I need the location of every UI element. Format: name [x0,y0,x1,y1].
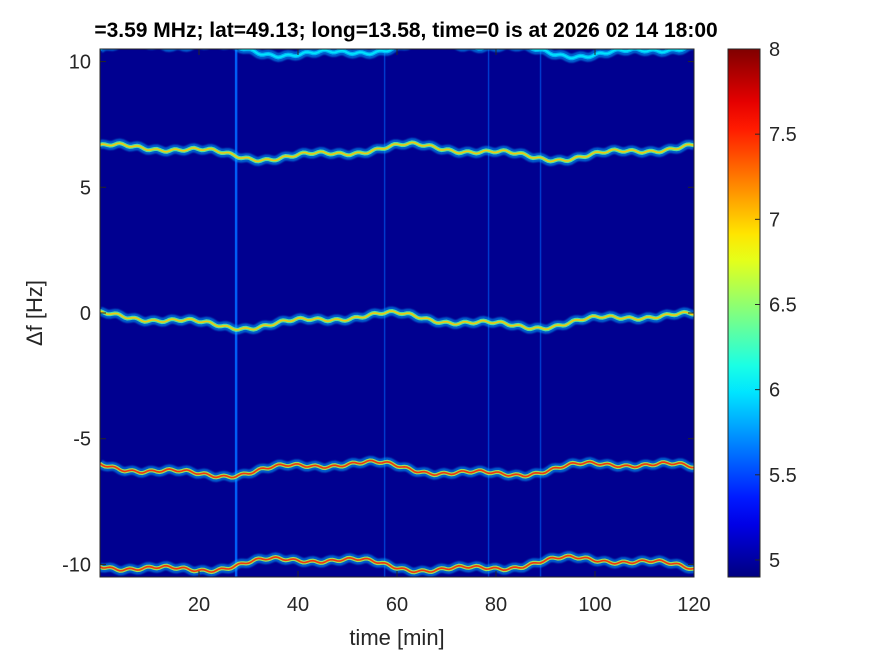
y-tick-label: 0 [80,303,91,325]
colorbar: 5 5.5 6 6.5 7 7.5 8 [727,39,797,578]
y-tick-label: 10 [69,52,91,74]
colorbar-tick-label: 6 [769,380,780,402]
chart-title: =3.59 MHz; lat=49.13; long=13.58, time=0… [94,19,717,42]
x-tick-label: 20 [188,594,210,616]
signal-band [100,455,694,483]
band-core [100,459,694,479]
y-axis-ticks: -10 -5 0 5 10 [62,52,694,576]
signal-band [100,551,694,577]
band-core [100,554,694,574]
y-axis-label: Δf [Hz] [22,280,47,346]
colorbar-tick-label: 7 [769,209,780,231]
colorbar-tick-label: 6.5 [769,294,797,316]
colorbar-tick-label: 5.5 [769,465,797,487]
colorbar-gradient [727,48,761,578]
colorbar-tick-label: 8 [769,39,780,61]
colorbar-tick-label: 7.5 [769,124,797,146]
x-tick-label: 60 [386,594,408,616]
x-axis-ticks: 20 40 60 80 100 120 [188,49,711,616]
x-tick-label: 120 [677,594,710,616]
colorbar-tick-label: 5 [769,550,780,572]
signal-bands [100,49,694,577]
y-tick-label: -10 [62,554,91,576]
x-tick-label: 40 [287,594,309,616]
plot-area [100,49,694,577]
y-tick-label: -5 [73,429,91,451]
x-axis-label: time [min] [349,625,444,650]
signal-band [100,306,694,335]
band-core [100,310,694,331]
colorbar-ticks: 5 5.5 6 6.5 7 7.5 8 [755,39,797,572]
x-tick-label: 100 [578,594,611,616]
signal-band [100,137,694,167]
band-core [100,141,694,163]
x-tick-label: 80 [485,594,507,616]
y-tick-label: 5 [80,177,91,199]
